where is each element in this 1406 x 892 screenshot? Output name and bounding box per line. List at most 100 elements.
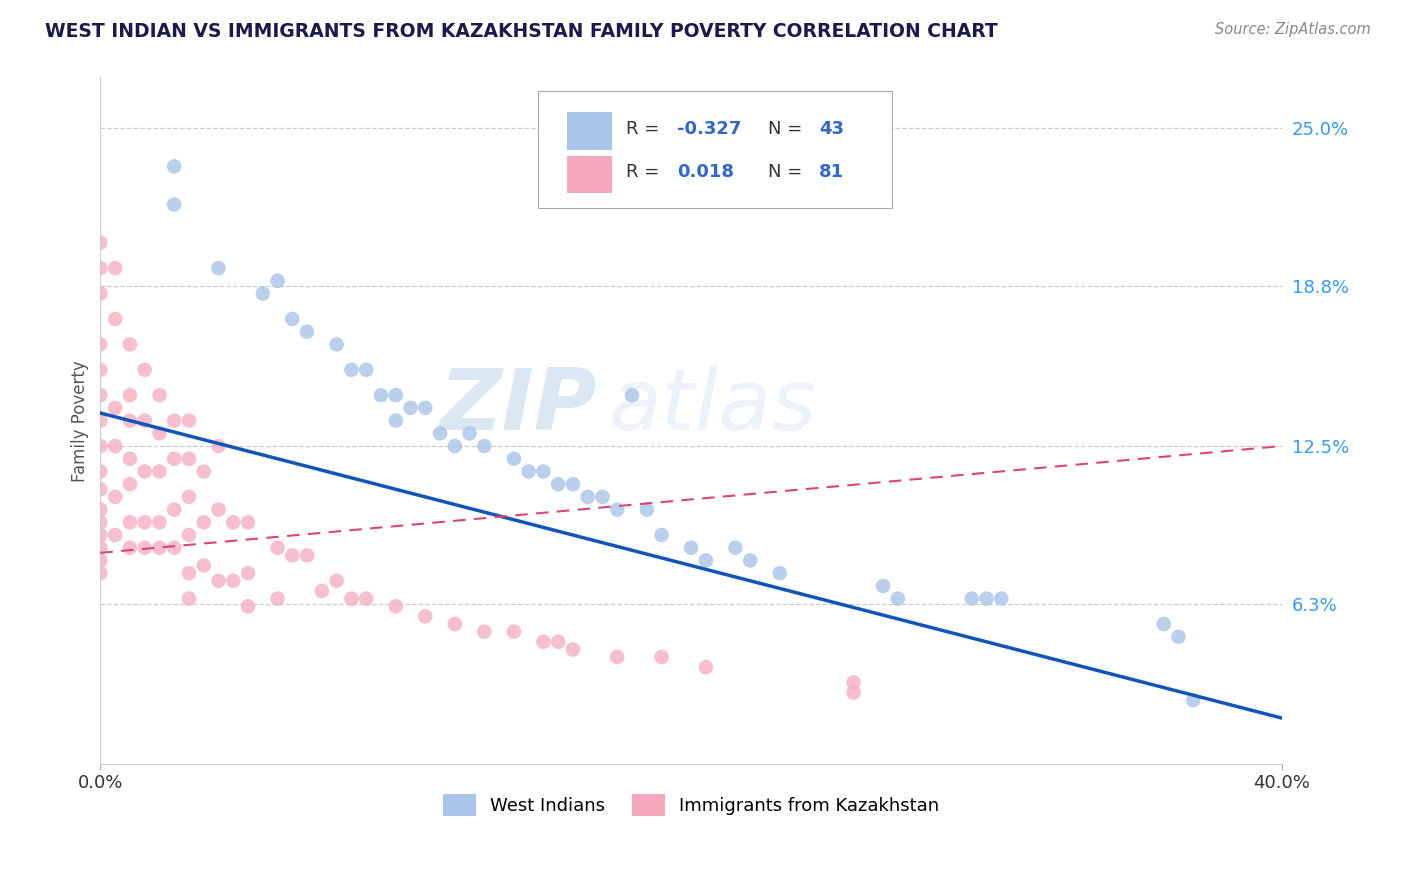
Point: [236, 599, 259, 614]
Point: [740, 553, 762, 567]
Point: [134, 516, 156, 530]
Point: [89, 414, 111, 428]
Point: [104, 261, 127, 276]
Point: [531, 635, 554, 649]
Point: [413, 401, 436, 415]
Point: [472, 439, 495, 453]
Point: [118, 337, 141, 351]
Bar: [567, 156, 612, 193]
Point: [177, 591, 200, 606]
Point: [177, 528, 200, 542]
Point: [163, 541, 186, 555]
Point: [384, 599, 406, 614]
Point: [370, 388, 392, 402]
Point: [177, 451, 200, 466]
Point: [104, 528, 127, 542]
Point: [118, 477, 141, 491]
Point: [89, 388, 111, 402]
Point: [104, 490, 127, 504]
Point: [177, 490, 200, 504]
Point: [531, 465, 554, 479]
Point: [236, 566, 259, 581]
Point: [295, 325, 318, 339]
Point: [207, 261, 229, 276]
Point: [325, 337, 347, 351]
Point: [724, 541, 747, 555]
Point: [443, 617, 465, 632]
Point: [104, 439, 127, 453]
Point: [281, 549, 304, 563]
Point: [960, 591, 983, 606]
Point: [163, 160, 186, 174]
Point: [681, 541, 703, 555]
Point: [872, 579, 894, 593]
Point: [458, 426, 481, 441]
FancyBboxPatch shape: [537, 91, 891, 208]
Point: [384, 414, 406, 428]
Point: [266, 541, 288, 555]
Point: [576, 490, 599, 504]
Text: 43: 43: [818, 120, 844, 138]
Point: [207, 439, 229, 453]
Point: [502, 624, 524, 639]
Text: N =: N =: [768, 163, 808, 181]
Point: [399, 401, 422, 415]
Point: [89, 566, 111, 581]
Point: [177, 414, 200, 428]
Point: [148, 388, 170, 402]
Text: ZIP: ZIP: [439, 366, 596, 449]
Legend: West Indians, Immigrants from Kazakhstan: West Indians, Immigrants from Kazakhstan: [436, 787, 946, 823]
Point: [89, 261, 111, 276]
Point: [621, 388, 644, 402]
Point: [606, 502, 628, 516]
Point: [118, 414, 141, 428]
Point: [222, 516, 245, 530]
Point: [134, 414, 156, 428]
Text: R =: R =: [626, 120, 665, 138]
Point: [104, 401, 127, 415]
Point: [842, 686, 865, 700]
Point: [340, 591, 363, 606]
Point: [118, 388, 141, 402]
Text: WEST INDIAN VS IMMIGRANTS FROM KAZAKHSTAN FAMILY POVERTY CORRELATION CHART: WEST INDIAN VS IMMIGRANTS FROM KAZAKHSTA…: [45, 22, 998, 41]
Point: [547, 477, 569, 491]
Text: 81: 81: [818, 163, 844, 181]
Point: [193, 558, 215, 573]
Point: [193, 465, 215, 479]
Point: [89, 439, 111, 453]
Point: [606, 650, 628, 665]
Point: [89, 483, 111, 497]
Point: [695, 660, 717, 674]
Point: [89, 541, 111, 555]
Point: [651, 650, 673, 665]
Point: [1182, 693, 1205, 707]
Point: [148, 426, 170, 441]
Point: [177, 566, 200, 581]
Point: [1153, 617, 1175, 632]
Point: [443, 439, 465, 453]
Point: [118, 541, 141, 555]
Point: [163, 414, 186, 428]
Point: [636, 502, 658, 516]
Point: [148, 516, 170, 530]
Point: [89, 516, 111, 530]
Point: [842, 675, 865, 690]
Text: N =: N =: [768, 120, 808, 138]
Point: [266, 591, 288, 606]
Text: Source: ZipAtlas.com: Source: ZipAtlas.com: [1215, 22, 1371, 37]
Text: R =: R =: [626, 163, 671, 181]
Point: [695, 553, 717, 567]
Point: [89, 528, 111, 542]
Point: [976, 591, 998, 606]
Point: [207, 502, 229, 516]
Point: [89, 235, 111, 250]
Point: [354, 363, 377, 377]
Point: [472, 624, 495, 639]
Point: [311, 584, 333, 599]
Text: atlas: atlas: [609, 366, 817, 449]
Point: [354, 591, 377, 606]
Point: [89, 363, 111, 377]
Point: [325, 574, 347, 588]
Point: [104, 312, 127, 326]
Point: [163, 197, 186, 211]
